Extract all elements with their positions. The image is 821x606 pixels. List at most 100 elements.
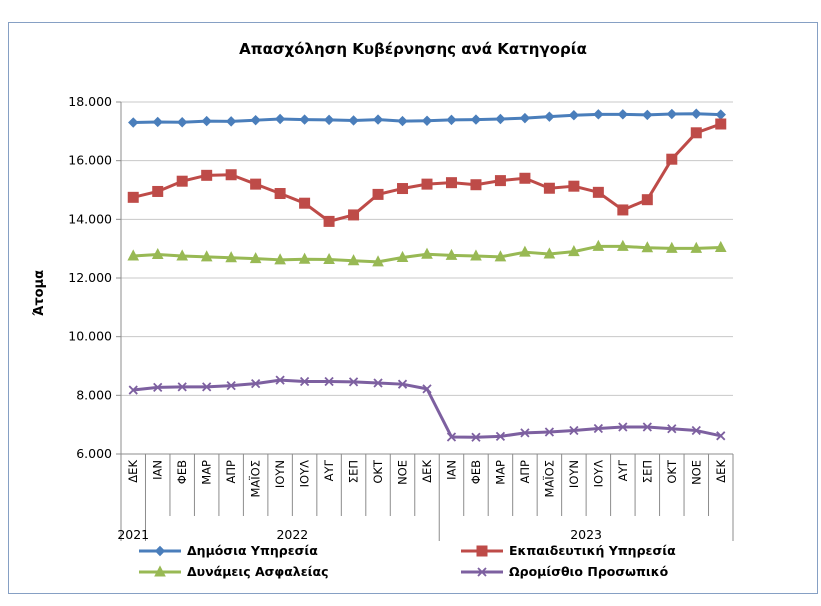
data-point [519, 112, 531, 124]
data-point [495, 113, 506, 125]
x-tick-label: ΑΠΡ [224, 460, 238, 484]
y-tick-label: 12.000 [68, 270, 112, 285]
data-point [153, 382, 163, 393]
data-point [642, 422, 652, 432]
series-x [128, 375, 726, 442]
data-point [519, 245, 531, 257]
year-labels: 2021 2022 2023 [117, 527, 602, 542]
data-point [298, 252, 311, 264]
data-point [299, 114, 310, 125]
data-point [422, 384, 432, 394]
legend-entry: Δυνάμεις Ασφαλείας [139, 564, 329, 579]
x-tick-labels: ΔΕΚ ΙΑΝ ΦΕΒ ΜΑΡ ΑΠΡ ΜΑΪΟΣ ΙΟΥΝ ΙΟΥΛ ΑΥΓ ΣΕΠ ΟΚΤ ΝΟΕ… [126, 459, 728, 497]
data-point [715, 109, 726, 120]
data-point [177, 382, 187, 392]
data-point [470, 114, 482, 125]
x-tick-label: ΙΟΥΛ [591, 460, 605, 487]
data-point [470, 249, 482, 261]
data-point [348, 377, 359, 387]
data-point [176, 249, 189, 261]
data-point [716, 431, 726, 441]
data-point [202, 382, 212, 392]
data-point [470, 179, 482, 191]
data-point [667, 424, 677, 434]
data-point [690, 127, 702, 139]
data-point [323, 252, 335, 265]
data-point [618, 422, 628, 432]
data-point [151, 247, 164, 260]
data-point [641, 241, 654, 253]
data-point [128, 117, 139, 128]
data-point [201, 169, 213, 181]
y-tick-label: 10.000 [68, 329, 112, 344]
y-tick-label: 14.000 [68, 211, 112, 226]
data-point [251, 378, 261, 389]
x-tick-label: ΔΕΚ [714, 460, 728, 483]
data-point [593, 109, 604, 120]
data-point [642, 109, 653, 121]
x-tick-label: ΑΥΓ [322, 459, 336, 481]
data-point [520, 428, 530, 438]
y-tick-label: 6.000 [76, 446, 112, 461]
data-point [446, 432, 457, 442]
chart-title: Απασχόληση Κυβέρνησης ανά Κατηγορία [239, 40, 587, 58]
data-point [568, 245, 580, 257]
data-point [690, 241, 703, 253]
data-point [324, 376, 334, 387]
data-point [226, 381, 236, 391]
data-point [421, 115, 433, 126]
x-tick-label: ΙΑΝ [151, 460, 165, 480]
data-point [665, 241, 678, 253]
x-tick-label: ΔΕΚ [126, 460, 140, 483]
x-tick-label: ΝΟΕ [396, 460, 410, 485]
data-point [152, 185, 164, 197]
data-point [495, 431, 506, 442]
data-point [421, 247, 433, 259]
data-point [225, 251, 237, 263]
data-point [641, 194, 653, 206]
y-tick-labels: 6.000 8.000 10.000 12.000 14.000 16.000 18.000 [68, 94, 112, 461]
year-label: 2022 [276, 527, 308, 542]
y-axis-label: Άτομα [32, 270, 47, 316]
data-point [201, 115, 212, 127]
data-point [691, 108, 702, 119]
series-square [127, 118, 727, 227]
data-point [543, 247, 556, 259]
x-tick-label: ΔΕΚ [420, 460, 434, 483]
legend-label: Ωρομίσθιο Προσωπικό [509, 564, 669, 579]
data-point [373, 378, 383, 388]
legend-entry: Δημόσια Υπηρεσία [139, 543, 318, 558]
series-line [132, 122, 722, 223]
chart-frame: Απασχόληση Κυβέρνησης ανά Κατηγορία Άτομ… [8, 22, 818, 594]
data-point [225, 116, 237, 127]
legend-entry: Εκπαιδευτική Υπηρεσία [461, 543, 676, 558]
data-point [592, 186, 604, 198]
x-tick-label: ΦΕΒ [469, 460, 483, 484]
x-tick-label: ΟΚΤ [665, 459, 679, 484]
data-point [348, 115, 359, 126]
data-point [274, 113, 286, 125]
x-tick-label: ΑΥΓ [616, 459, 630, 481]
data-point [666, 108, 678, 120]
x-tick-label: ΙΟΥΛ [298, 460, 312, 487]
legend-marker [154, 565, 166, 577]
data-point [445, 248, 458, 260]
data-point [128, 385, 138, 395]
data-point [347, 254, 360, 266]
data-point [446, 114, 457, 126]
data-point [372, 188, 384, 200]
data-point [714, 240, 727, 252]
x-tick-label: ΝΟΕ [689, 460, 703, 485]
data-point [593, 423, 603, 434]
data-point [666, 153, 678, 165]
x-tick-label: ΑΠΡ [518, 460, 532, 484]
data-point [569, 425, 579, 436]
data-point [544, 427, 555, 437]
x-tick-label: ΟΚΤ [371, 459, 385, 484]
data-point [176, 175, 188, 187]
data-point [471, 432, 481, 442]
line-chart: Απασχόληση Κυβέρνησης ανά Κατηγορία Άτομ… [32, 40, 734, 579]
legend-label: Δημόσια Υπηρεσία [187, 543, 318, 558]
data-point [421, 178, 433, 190]
y-tick-label: 18.000 [68, 94, 112, 109]
